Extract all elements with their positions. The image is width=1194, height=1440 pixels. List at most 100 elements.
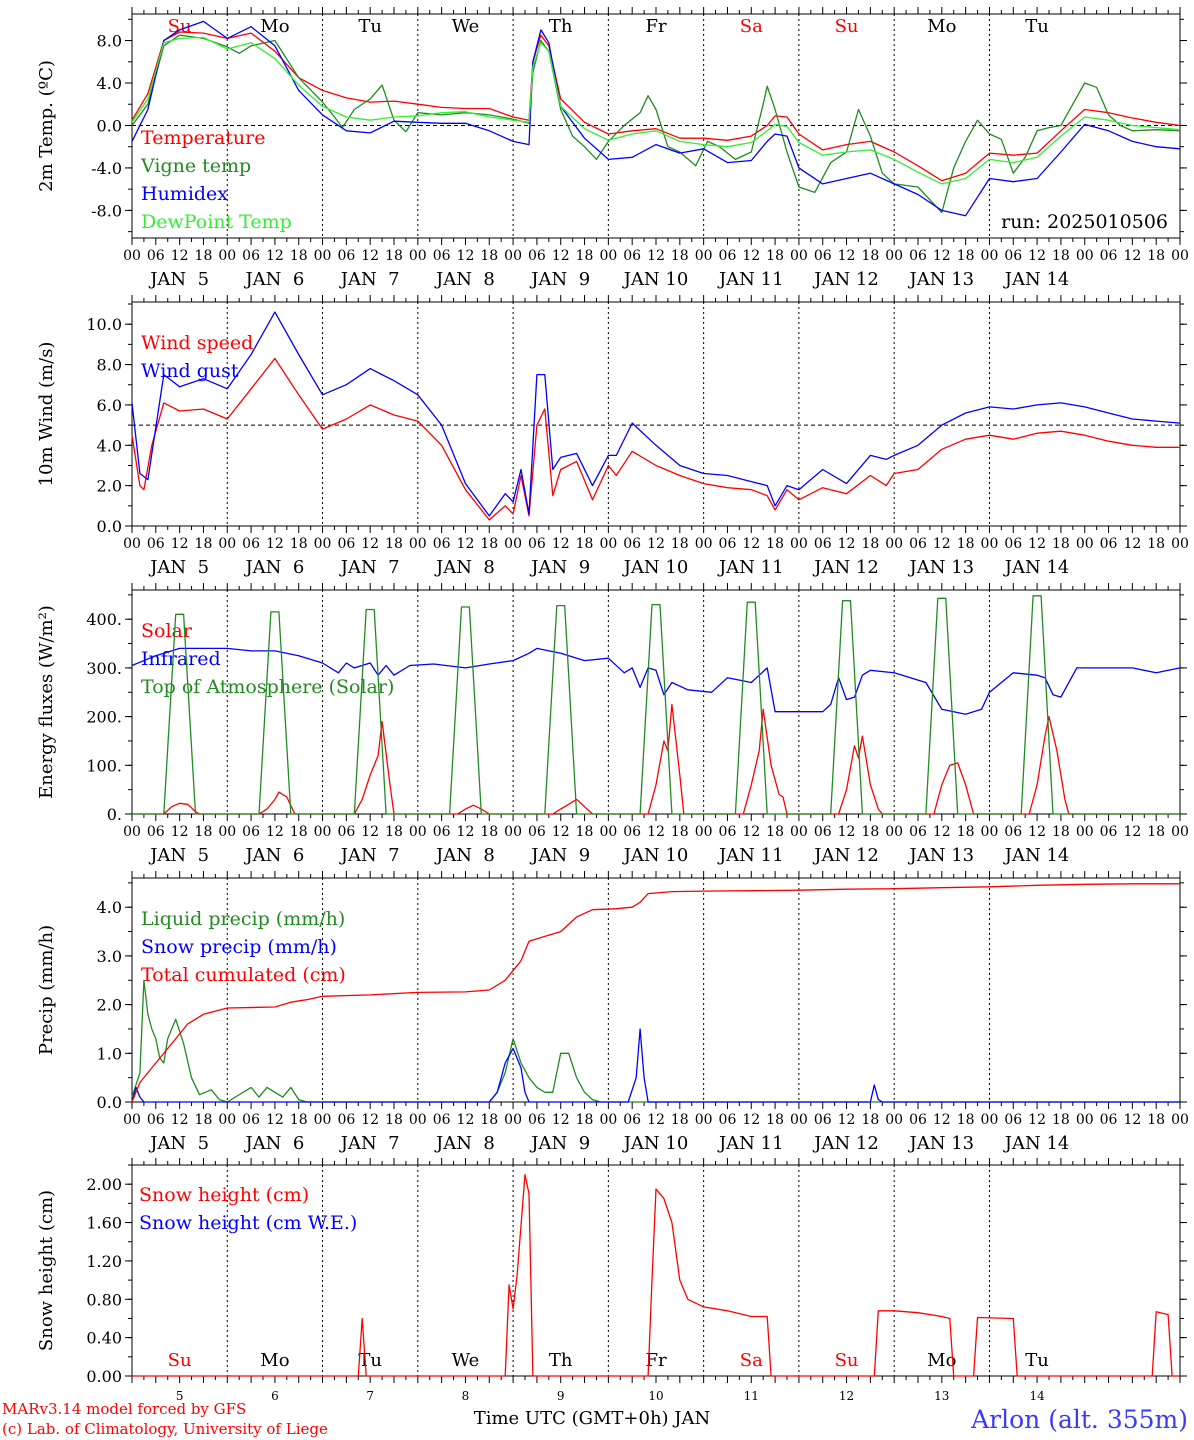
x-date-label: JAN 9 (529, 1133, 590, 1154)
x-hour-label: 18 (957, 824, 975, 840)
x-date-label: JAN 14 (1003, 1133, 1070, 1154)
x-hour-label: 18 (1147, 1112, 1165, 1128)
x-hour-label: 18 (385, 536, 403, 552)
y-axis-title: Snow height (cm) (36, 1190, 57, 1351)
x-hour-label: 12 (933, 824, 951, 840)
x-hour-label: 12 (171, 536, 189, 552)
x-date-label: JAN 6 (243, 557, 304, 578)
x-hour-label: 18 (195, 1112, 213, 1128)
x-hour-label: 00 (790, 536, 808, 552)
x-hour-label: 18 (861, 824, 879, 840)
x-hour-label: 12 (1123, 824, 1141, 840)
x-hour-label: 18 (861, 1112, 879, 1128)
x-hour-label: 00 (409, 248, 427, 264)
y-tick-label: 4.0 (97, 74, 122, 93)
x-hour-label: 06 (147, 536, 165, 552)
x-day-number: 9 (557, 1389, 565, 1403)
x-hour-label: 18 (1052, 536, 1070, 552)
x-hour-label: 00 (409, 536, 427, 552)
legend-entry: Snow height (cm) (139, 1184, 309, 1206)
x-hour-label: 18 (1147, 824, 1165, 840)
x-hour-label: 18 (1147, 248, 1165, 264)
x-hour-label: 18 (195, 248, 213, 264)
x-hour-label: 06 (1100, 248, 1118, 264)
y-tick-label: 2.00 (86, 1175, 122, 1194)
y-axis-title: 10m Wind (m/s) (36, 342, 57, 487)
x-date-label: JAN 14 (1003, 269, 1070, 290)
x-hour-label: 12 (171, 1112, 189, 1128)
x-hour-label: 06 (909, 536, 927, 552)
day-name-label: Tu (1025, 16, 1049, 37)
x-hour-label: 06 (147, 824, 165, 840)
x-hour-label: 00 (504, 248, 522, 264)
day-name-label: Su (835, 16, 859, 37)
x-hour-label: 00 (314, 1112, 332, 1128)
y-tick-label: 1.20 (86, 1252, 122, 1271)
x-hour-label: 12 (838, 248, 856, 264)
x-hour-label: 06 (623, 1112, 641, 1128)
x-date-label: JAN 13 (908, 269, 975, 290)
x-hour-label: 12 (1028, 248, 1046, 264)
x-hour-label: 00 (695, 248, 713, 264)
x-date-label: JAN 13 (908, 1133, 975, 1154)
x-hour-label: 12 (933, 248, 951, 264)
x-hour-label: 12 (457, 824, 475, 840)
x-date-label: JAN 11 (717, 269, 784, 290)
x-hour-label: 00 (1076, 536, 1094, 552)
x-hour-label: 18 (385, 1112, 403, 1128)
x-hour-label: 06 (1100, 824, 1118, 840)
x-hour-label: 06 (337, 248, 355, 264)
x-hour-label: 12 (838, 536, 856, 552)
x-hour-label: 06 (528, 824, 546, 840)
x-hour-label: 12 (361, 536, 379, 552)
day-name-label: Sa (740, 16, 763, 37)
x-hour-label: 00 (885, 1112, 903, 1128)
x-hour-label: 06 (1004, 248, 1022, 264)
x-hour-label: 18 (195, 824, 213, 840)
x-hour-label: 12 (552, 248, 570, 264)
x-hour-label: 00 (599, 824, 617, 840)
x-hour-label: 06 (1004, 824, 1022, 840)
x-hour-label: 06 (242, 1112, 260, 1128)
x-hour-label: 00 (123, 1112, 141, 1128)
x-hour-label: 06 (1004, 536, 1022, 552)
series-line-dewpoint-temp (131, 36, 1181, 185)
legend-entry: Infrared (141, 648, 221, 670)
x-hour-label: 12 (361, 1112, 379, 1128)
x-date-label: JAN 12 (812, 557, 879, 578)
x-date-label: JAN 10 (622, 557, 689, 578)
y-tick-label: 200. (86, 708, 122, 727)
y-tick-label: 1.60 (86, 1214, 122, 1233)
x-hour-label: 18 (290, 536, 308, 552)
x-hour-label: 00 (981, 824, 999, 840)
x-date-label: JAN 7 (339, 557, 400, 578)
x-date-label: JAN 8 (434, 269, 495, 290)
day-name-label: Th (549, 16, 573, 37)
x-hour-label: 18 (766, 1112, 784, 1128)
legend-entry: Total cumulated (cm) (141, 964, 346, 986)
x-hour-label: 00 (1076, 1112, 1094, 1128)
legend-entry: Liquid precip (mm/h) (141, 908, 345, 930)
y-tick-label: 6.0 (97, 396, 122, 415)
day-name-label: Fr (645, 16, 666, 37)
x-hour-label: 12 (171, 248, 189, 264)
x-hour-label: 00 (123, 536, 141, 552)
x-hour-label: 12 (1123, 536, 1141, 552)
x-hour-label: 06 (623, 536, 641, 552)
x-hour-label: 00 (885, 824, 903, 840)
x-hour-label: 00 (409, 1112, 427, 1128)
x-date-label: JAN 12 (812, 845, 879, 866)
model-credit-line: MARv3.14 model forced by GFS (2, 1400, 246, 1418)
y-axis-title: 2m Temp. (ºC) (36, 60, 57, 192)
plot-frame (131, 301, 1181, 527)
x-hour-label: 00 (695, 536, 713, 552)
x-hour-label: 06 (242, 536, 260, 552)
x-hour-label: 00 (123, 824, 141, 840)
x-hour-label: 06 (909, 1112, 927, 1128)
x-date-label: JAN 12 (812, 1133, 879, 1154)
x-hour-label: 00 (599, 1112, 617, 1128)
x-hour-label: 00 (218, 536, 236, 552)
x-hour-label: 06 (147, 1112, 165, 1128)
x-hour-label: 18 (1147, 536, 1165, 552)
x-hour-label: 00 (314, 824, 332, 840)
